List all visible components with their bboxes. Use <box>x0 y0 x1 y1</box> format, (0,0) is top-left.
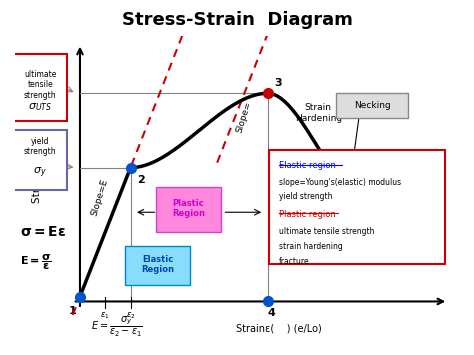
FancyBboxPatch shape <box>125 246 190 285</box>
Text: 1: 1 <box>69 306 77 316</box>
Text: $\sigma_y$: $\sigma_y$ <box>33 165 47 180</box>
Text: $\bf E = \dfrac{\sigma}{\varepsilon}$: $\bf E = \dfrac{\sigma}{\varepsilon}$ <box>20 252 52 272</box>
Text: ultimate tensile strength: ultimate tensile strength <box>279 227 374 236</box>
Text: 2: 2 <box>137 175 145 185</box>
FancyBboxPatch shape <box>13 131 67 190</box>
FancyBboxPatch shape <box>13 54 67 121</box>
Text: strain hardening: strain hardening <box>279 242 342 251</box>
Text: 3: 3 <box>275 78 283 88</box>
Text: $\bf \sigma = E\varepsilon$: $\bf \sigma = E\varepsilon$ <box>20 225 67 239</box>
Text: Plastic region: Plastic region <box>279 210 335 219</box>
Text: Necking: Necking <box>354 101 391 110</box>
FancyBboxPatch shape <box>156 187 221 232</box>
Text: Fracture: Fracture <box>380 175 426 185</box>
Text: yield strength: yield strength <box>279 192 332 201</box>
Text: Slope=: Slope= <box>235 100 253 134</box>
Text: $\varepsilon_1$: $\varepsilon_1$ <box>100 311 110 321</box>
Text: Elastic
Region: Elastic Region <box>141 255 174 274</box>
FancyBboxPatch shape <box>336 93 409 118</box>
Text: Stress (F/A): Stress (F/A) <box>32 143 42 203</box>
Text: 4: 4 <box>267 308 275 318</box>
Text: Slope=E: Slope=E <box>90 178 110 217</box>
Text: Strain
Hardening: Strain Hardening <box>295 103 342 123</box>
Text: slope=Young's(elastic) modulus: slope=Young's(elastic) modulus <box>279 178 401 187</box>
FancyBboxPatch shape <box>270 150 445 264</box>
Text: fracture: fracture <box>279 257 309 266</box>
Text: yield
strength: yield strength <box>24 137 56 156</box>
Text: Strainε(    ) (e/Lo): Strainε( ) (e/Lo) <box>236 324 321 334</box>
Text: $E = \dfrac{\sigma_y}{\varepsilon_2 - \varepsilon_1}$: $E = \dfrac{\sigma_y}{\varepsilon_2 - \v… <box>91 316 143 339</box>
Text: Plastic
Region: Plastic Region <box>172 199 205 218</box>
Text: $\varepsilon_2$: $\varepsilon_2$ <box>126 311 136 321</box>
Text: ultimate
tensile
strength: ultimate tensile strength <box>24 70 56 99</box>
Text: 5: 5 <box>379 202 387 212</box>
Text: Stress-Strain  Diagram: Stress-Strain Diagram <box>121 11 353 29</box>
Text: $\sigma_{UTS}$: $\sigma_{UTS}$ <box>28 101 52 113</box>
Text: Elastic region: Elastic region <box>279 162 336 170</box>
